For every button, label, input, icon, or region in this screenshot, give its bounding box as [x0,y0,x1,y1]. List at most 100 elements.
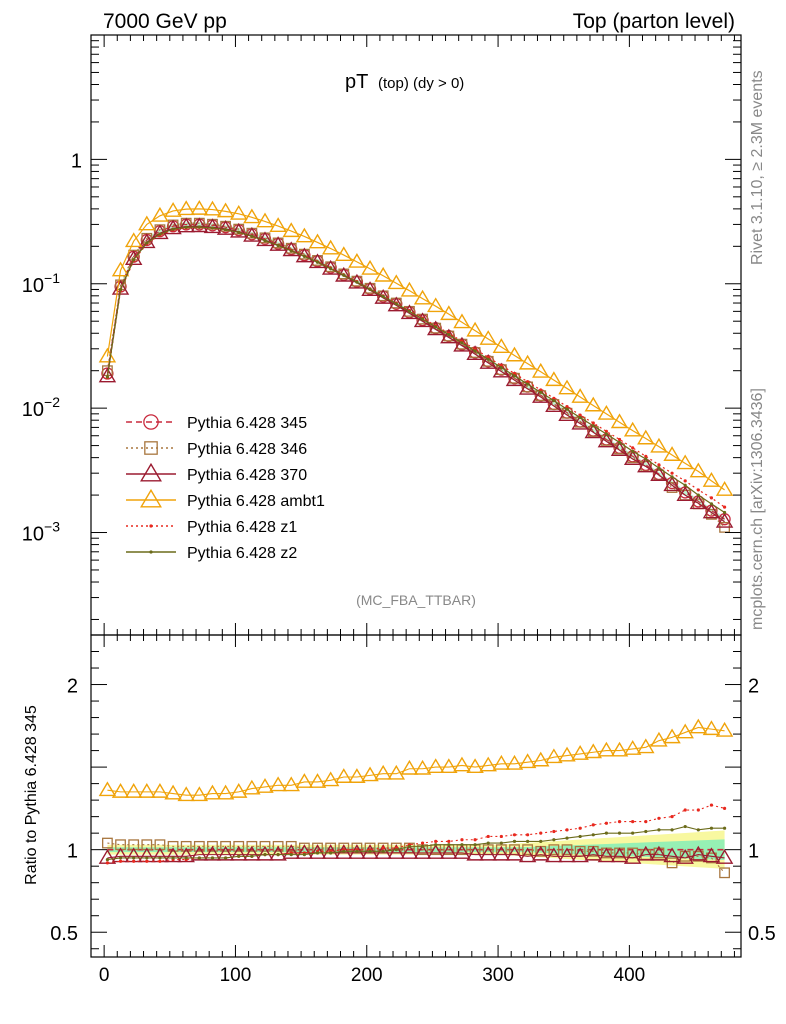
ratio-y-tick-label-right: 1 [748,841,759,863]
ratio-point [492,845,511,861]
data-point [197,225,201,229]
ratio-point [348,768,366,783]
ratio-point [434,843,438,847]
data-point [663,476,681,492]
ratio-point [512,833,517,837]
ratio-point [295,844,314,859]
data-point [256,212,274,228]
data-point [466,321,484,337]
ratio-point [505,845,524,861]
data-point [657,463,661,467]
ratio-point [400,844,419,859]
ratio-point [250,854,254,858]
data-point [342,273,346,277]
ratio-point [558,746,576,762]
ratio-point [663,847,681,863]
series-1 [102,217,730,533]
main-title: pT [345,71,368,93]
data-point [426,297,445,313]
ratio-point [565,828,569,832]
data-point [610,413,629,429]
ratio-point [387,844,406,859]
ratio-point [722,806,727,810]
data-point [124,250,143,266]
ratio-point [518,847,537,863]
ratio-series-5 [105,824,727,862]
data-point [591,424,595,428]
ratio-point [164,847,182,863]
data-point [518,379,537,395]
data-point [539,388,543,392]
data-point [545,397,563,412]
data-point [460,341,464,345]
data-point [650,466,668,481]
legend-marker [140,488,162,508]
mcplots-label: mcplots.cern.ch [arXiv:1306.3436] [749,388,766,630]
data-point [216,220,235,235]
ratio-point [676,723,694,739]
data-point [702,472,721,487]
data-point [715,481,734,496]
ratio-line [107,852,725,859]
legend-entry: Pythia 6.428 346 [126,441,307,458]
data-point [413,289,432,305]
data-point [282,222,300,238]
data-point [545,371,563,387]
ratio-point [473,843,477,847]
data-point [295,227,314,243]
ratio-point [230,782,248,798]
ratio-point [132,856,136,860]
ratio-point [617,831,622,835]
ratio-point [230,845,248,861]
ratio-point [207,840,218,852]
legend-label: Pythia 6.428 z2 [187,545,297,562]
data-point [637,457,655,473]
ratio-point [118,856,123,860]
ratio-point [644,819,648,824]
legend-label: Pythia 6.428 ambt1 [187,493,325,510]
data-point [657,466,661,470]
ratio-point [269,776,287,792]
ratio-point [512,839,517,844]
legend-marker [140,462,162,482]
data-point [335,266,353,282]
ratio-point [499,841,503,845]
ratio-point [479,845,497,861]
ratio-point [545,847,563,863]
ratio-point [256,778,274,793]
data-point [171,227,175,231]
ratio-point [285,840,297,852]
data-point [584,396,602,412]
data-point [637,429,655,445]
x-tick-label: 100 [220,965,252,986]
ratio-point [473,838,477,842]
ratio-point [203,845,222,861]
data-point [308,233,327,249]
data-point [604,432,609,436]
ratio-point [256,845,274,861]
ratio-point [604,831,609,835]
ratio-point [623,740,642,755]
series-2 [98,217,734,528]
ratio-point [447,843,451,847]
data-point [387,274,406,290]
data-point [722,505,727,509]
ratio-point [197,856,201,860]
ratio-point [578,834,582,839]
ratio-point [505,754,524,770]
ratio-point [289,853,293,857]
ratio-point [434,839,438,844]
ratio-point [394,848,398,852]
ratio-ylabel: Ratio to Pythia 6.428 345 [23,705,40,885]
ratio-point [466,845,484,861]
ratio-point [709,826,714,830]
ratio-point [381,846,385,850]
data-point [269,217,287,233]
data-point [526,380,530,384]
data-point [164,219,182,235]
data-point [473,349,477,353]
y-tick-label: 10−1 [22,270,60,297]
legend-entry: Pythia 6.428 ambt1 [126,488,325,510]
ratio-point [167,840,179,852]
